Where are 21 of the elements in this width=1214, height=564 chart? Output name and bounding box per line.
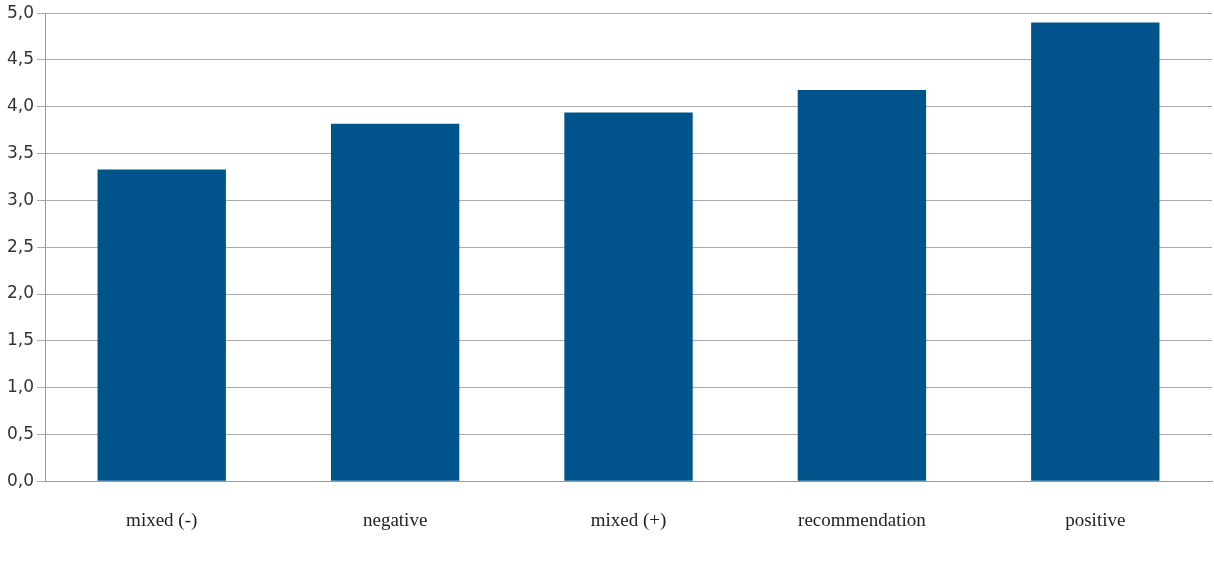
y-tick-label: 4,0 <box>6 95 35 116</box>
y-tick-label: 4,5 <box>6 48 35 69</box>
bar <box>1031 22 1160 481</box>
y-tick-label: 3,0 <box>6 188 35 209</box>
bar <box>330 123 460 481</box>
x-tick-label: positive <box>1065 508 1126 530</box>
bar <box>97 169 226 481</box>
bar <box>564 112 693 481</box>
y-tick-label: 0,5 <box>6 422 35 443</box>
y-tick-label: 1,0 <box>6 376 35 397</box>
y-tick-label: 3,5 <box>6 142 35 163</box>
y-tick-label: 5,0 <box>6 1 35 22</box>
y-tick-label: 0,0 <box>6 469 35 490</box>
x-tick-label: recommendation <box>798 508 927 530</box>
bar <box>797 89 927 481</box>
x-tick-label: mixed (+) <box>590 508 667 531</box>
x-tick-label: mixed (-) <box>126 508 198 531</box>
y-tick-label: 1,5 <box>6 329 35 350</box>
x-tick-label: negative <box>362 508 428 530</box>
y-tick-label: 2,0 <box>6 282 35 303</box>
y-tick-label: 2,5 <box>6 235 35 256</box>
